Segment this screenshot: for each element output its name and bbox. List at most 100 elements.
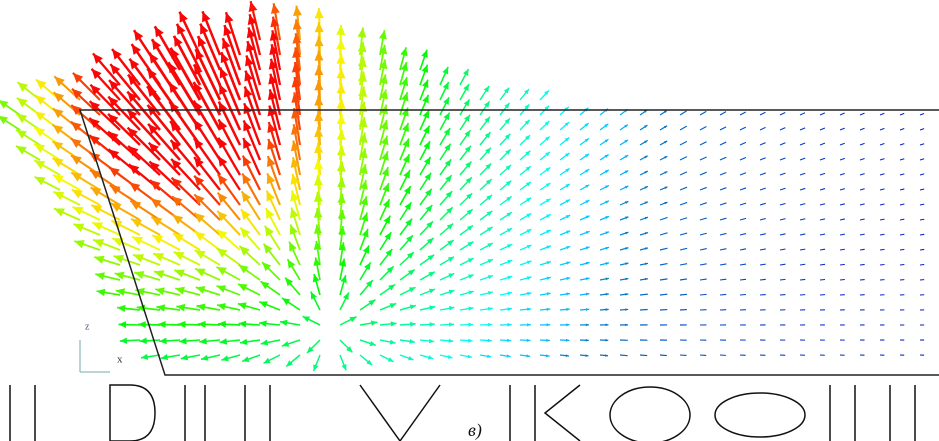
vector-arrow [900, 159, 904, 160]
axis-x-label: x [117, 354, 123, 366]
arrow-head [338, 226, 346, 235]
vector-arrow [840, 113, 845, 115]
vector-arrow [700, 294, 707, 295]
vector-arrow [860, 219, 865, 220]
vector-arrow [760, 158, 766, 160]
vector-arrow [880, 234, 885, 235]
vector-arrow [740, 279, 746, 280]
vector-arrow [700, 142, 707, 145]
vector-arrow [800, 264, 805, 265]
vector-arrow [680, 218, 687, 220]
vector-arrow [880, 189, 884, 190]
arrow-head [315, 51, 324, 61]
vector-arrow [740, 264, 746, 265]
arrow-head [240, 339, 247, 345]
vector-arrow [680, 141, 687, 145]
vector-arrow [760, 219, 766, 220]
vector-arrow [900, 249, 904, 250]
letter-shape [185, 385, 270, 441]
vector-arrow [840, 249, 845, 250]
arrow-head [586, 231, 590, 234]
vector-arrow [880, 249, 885, 250]
vector-arrow [720, 157, 726, 160]
vector-arrow [740, 188, 746, 190]
vector-arrow [780, 249, 786, 250]
vector-arrow [760, 188, 766, 190]
arrow-head [547, 323, 551, 326]
letter-shape [610, 387, 690, 441]
arrow-head [468, 274, 474, 278]
vector-arrow [840, 158, 845, 160]
vector-arrow [820, 204, 825, 205]
vector-arrow [820, 113, 825, 115]
arrow-head [194, 138, 203, 149]
arrow-head [546, 339, 550, 342]
arrow-head [314, 175, 323, 185]
vector-arrow [780, 128, 785, 130]
arrow-head [408, 356, 413, 360]
vector-arrow [720, 279, 726, 280]
arrow-head [314, 65, 323, 75]
vector-arrow [700, 218, 707, 220]
arrow-head [264, 244, 273, 254]
vector-arrow [840, 234, 845, 235]
vector-arrow [760, 234, 766, 235]
arrow-head [174, 270, 185, 278]
vector-arrow [700, 249, 707, 250]
vector-arrow [800, 279, 805, 280]
arrow-head [337, 177, 346, 187]
vector-arrow [780, 143, 785, 145]
vector-arrow [920, 189, 924, 190]
vector-arrow [920, 129, 924, 130]
arrow-head [282, 341, 289, 347]
arrow-head [198, 321, 206, 328]
arrow-head [217, 248, 228, 258]
vector-arrow [840, 264, 845, 265]
arrow-head [242, 356, 249, 362]
arrow-head [645, 217, 648, 220]
vector-arrow [700, 187, 707, 190]
arrow-head [527, 323, 531, 326]
arrow-head [337, 99, 346, 109]
arrow-head [265, 226, 274, 237]
arrow-head [358, 71, 367, 81]
arrow-head [181, 354, 188, 360]
vector-arrow [880, 144, 884, 145]
arrow-head [161, 354, 168, 360]
arrow-head [566, 246, 570, 249]
arrow-head [113, 255, 124, 263]
arrow-head [282, 298, 290, 305]
vector-field [0, 1, 924, 371]
vector-arrow [680, 111, 687, 115]
vector-arrow [680, 264, 687, 265]
arrow-head [605, 247, 609, 250]
vector-arrow [800, 173, 805, 175]
arrow-head [546, 246, 550, 249]
arrow-head [337, 114, 346, 124]
vector-arrow [700, 233, 707, 235]
vector-arrow [840, 189, 845, 190]
arrow-head [16, 130, 27, 139]
vector-arrow [800, 143, 805, 145]
arrow-head [449, 306, 454, 311]
vector-arrow [820, 173, 825, 175]
vector-arrow [680, 202, 687, 205]
arrow-head [315, 22, 324, 32]
arrow-head [625, 308, 628, 311]
arrow-head [17, 98, 28, 108]
arrow-head [566, 339, 569, 342]
panel-label: в) [468, 420, 482, 441]
arrow-head [315, 36, 324, 46]
arrow-head [159, 338, 166, 345]
arrow-head [445, 159, 451, 166]
arrow-head [405, 219, 412, 227]
arrow-head [425, 189, 432, 197]
arrow-head [94, 256, 104, 264]
vector-arrow [720, 233, 726, 235]
vector-arrow [680, 187, 687, 190]
vector-arrow [660, 264, 668, 265]
vector-arrow [740, 112, 746, 115]
arrow-head [606, 308, 609, 311]
arrow-head [422, 80, 428, 88]
vector-arrow [680, 233, 687, 235]
